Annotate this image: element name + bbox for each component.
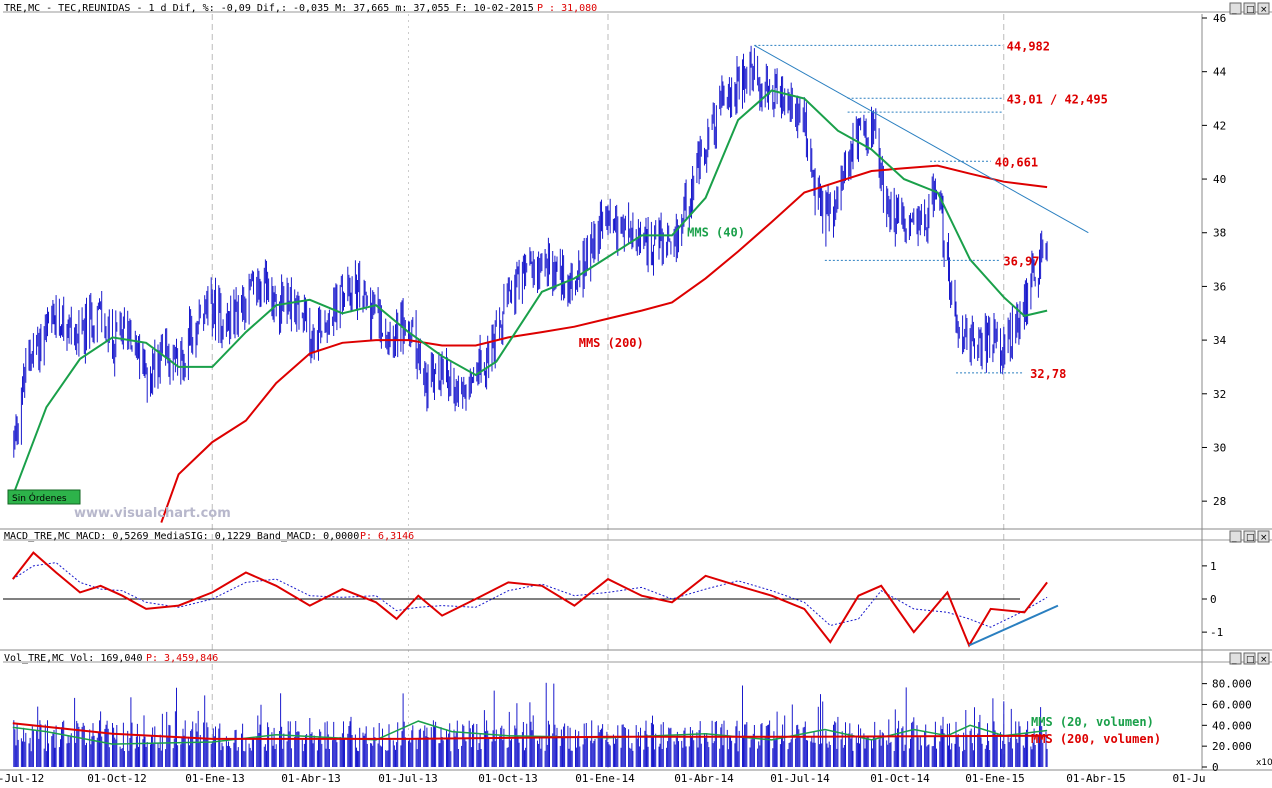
macd-tick-label: 1: [1210, 560, 1217, 573]
x10-label: x10: [1256, 758, 1272, 768]
sin-ordenes-badge[interactable]: Sin Órdenes: [7, 489, 81, 505]
resistance-trendline: [754, 44, 1089, 234]
x-tick-label: 01-Jul-13: [378, 772, 438, 785]
x-tick-label: 01-Jul-14: [770, 772, 830, 785]
price-tick-label: 42: [1213, 119, 1226, 132]
axes: 28 30 32 34 36 38 40 42 44 46 1 0 -1 80.000 60.000 40.0…: [0, 11, 1272, 785]
macd-tick-label: 0: [1210, 593, 1217, 606]
price-tick-label: 36: [1213, 280, 1226, 293]
level-label: 43,01 / 42,495: [1007, 92, 1108, 106]
vol-mms200-line: [12, 722, 1048, 740]
vol-panel-title: Vol_TRE,MC Vol: 169,040: [4, 653, 142, 664]
level-label: 32,78: [1030, 367, 1066, 381]
annotations: MMS (40) MMS (200) 44,982 43,01 / 42,495 40,…: [579, 39, 1161, 746]
maximize-button[interactable]: [1243, 530, 1256, 543]
minimize-icon: _: [1231, 655, 1237, 665]
x-tick-label: 01-Abr-15: [1066, 772, 1126, 785]
x-tick-label: 01-Oct-12: [87, 772, 147, 785]
vol-tick-label: 60.000: [1212, 698, 1252, 711]
vol-tick-label: 20.000: [1212, 740, 1252, 753]
price-tick-label: 46: [1213, 12, 1226, 25]
x-tick-label: 01-Ene-15: [965, 772, 1025, 785]
vol-tick-label: 0: [1212, 761, 1219, 774]
macd-panel-title: MACD_TRE,MC MACD: 0,5269 MediaSIG: 0,122…: [4, 531, 359, 542]
macd-trendline: [968, 604, 1059, 647]
minimize-button[interactable]: [1229, 652, 1242, 665]
price-panel-title: TRE,MC - TEC,REUNIDAS - 1 d Dif, %: -0,0…: [4, 3, 534, 14]
price-panel-controls: _ □ ×: [1229, 2, 1270, 15]
vol-series-label: MMS (20, volumen): [1031, 715, 1154, 729]
x-tick-label: 01-Abr-13: [281, 772, 341, 785]
x-tick-label: 01-Abr-14: [674, 772, 734, 785]
level-label: 36,97: [1003, 254, 1039, 268]
sin-ordenes-label: Sin Órdenes: [12, 492, 67, 504]
macd-panel-p: P: 6,3146: [360, 531, 414, 542]
series-lines: [3, 89, 1048, 745]
price-tick-label: 44: [1213, 66, 1227, 79]
vol-panel-controls: _ □ ×: [1229, 652, 1270, 665]
close-icon: ×: [1260, 5, 1268, 15]
price-tick-label: 32: [1213, 388, 1226, 401]
close-button[interactable]: [1257, 2, 1270, 15]
vol-panel-p: P: 3,459,846: [146, 653, 218, 664]
price-tick-label: 34: [1213, 334, 1227, 347]
maximize-icon: □: [1246, 5, 1255, 15]
vol-series-label: MMS (200, volumen): [1031, 732, 1161, 746]
volume-bars: [13, 682, 1048, 767]
price-tick-label: 30: [1213, 441, 1226, 454]
macd-signal-line: [12, 562, 1048, 628]
x-tick-label: -Jul-12: [0, 772, 44, 785]
x-tick-label: 01-Ene-13: [185, 772, 245, 785]
level-label: 40,661: [995, 155, 1038, 169]
maximize-button[interactable]: [1243, 2, 1256, 15]
series-label: MMS (40): [687, 226, 745, 240]
macd-tick-label: -1: [1210, 626, 1223, 639]
close-icon: ×: [1260, 655, 1268, 665]
mms40-line: [11, 89, 1048, 497]
close-button[interactable]: [1257, 652, 1270, 665]
maximize-icon: □: [1246, 655, 1255, 665]
vol-tick-label: 40.000: [1212, 719, 1252, 732]
minimize-icon: _: [1231, 533, 1237, 543]
vol-tick-label: 80.000: [1212, 678, 1252, 691]
x-tick-label: 01-Ju: [1172, 772, 1205, 785]
level-label: 44,982: [1007, 39, 1050, 53]
x-tick-label: 01-Oct-14: [870, 772, 930, 785]
price-tick-label: 40: [1213, 173, 1226, 186]
close-icon: ×: [1260, 533, 1268, 543]
mms200-line: [160, 164, 1048, 523]
maximize-icon: □: [1246, 533, 1255, 543]
x-tick-label: 01-Oct-13: [478, 772, 538, 785]
minimize-button[interactable]: [1229, 530, 1242, 543]
series-label: MMS (200): [579, 336, 644, 350]
minimize-button[interactable]: [1229, 2, 1242, 15]
price-panel-p: P : 31,080: [537, 3, 597, 14]
price-bars: [13, 45, 1048, 458]
x-tick-label: 01-Ene-14: [575, 772, 635, 785]
price-tick-label: 38: [1213, 227, 1226, 240]
price-tick-label: 28: [1213, 495, 1226, 508]
macd-line: [12, 551, 1048, 648]
watermark: www.visualchart.com: [74, 506, 231, 521]
close-button[interactable]: [1257, 530, 1270, 543]
gridlines: [211, 14, 1005, 768]
minimize-icon: _: [1231, 5, 1237, 15]
maximize-button[interactable]: [1243, 652, 1256, 665]
macd-panel-controls: _ □ ×: [1229, 530, 1270, 543]
